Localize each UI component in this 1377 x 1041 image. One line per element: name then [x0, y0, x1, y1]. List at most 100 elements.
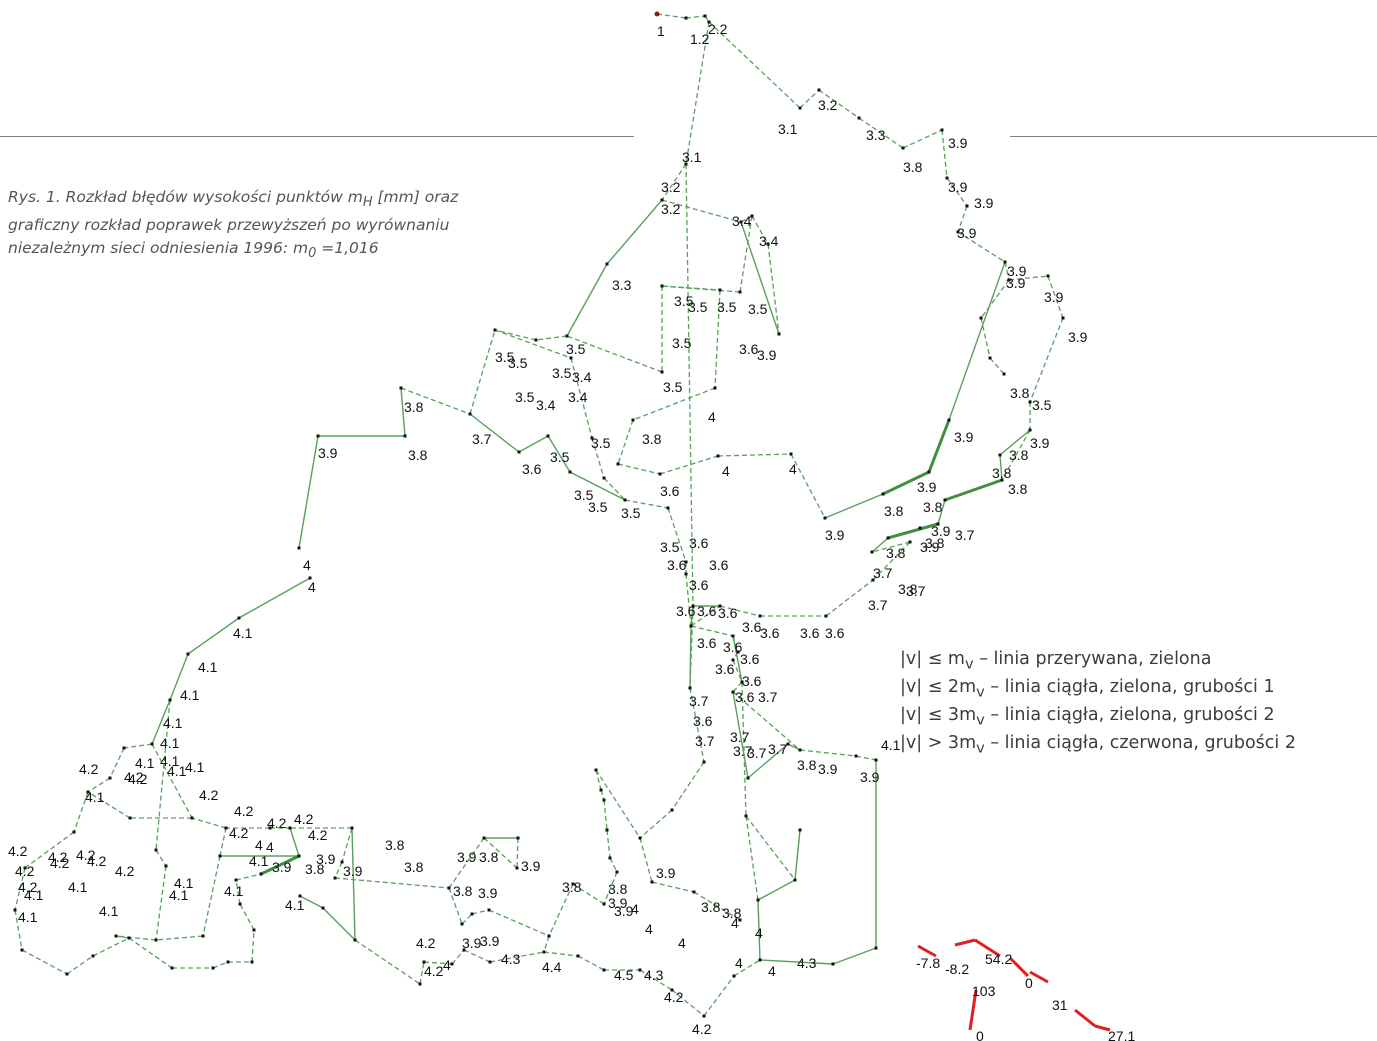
red-exceedance-segment	[954, 938, 976, 947]
solid-green-segment	[322, 907, 356, 941]
node-error-label: 3.6	[760, 625, 780, 641]
node-error-label: 4.1	[169, 887, 189, 903]
benchmark-node	[468, 412, 472, 416]
dashed-green-segment	[639, 809, 673, 839]
dashed-green-segment	[115, 935, 130, 939]
benchmark-node	[857, 116, 861, 120]
node-error-label: 3.4	[732, 213, 752, 229]
node-error-label: 4.1	[249, 853, 269, 869]
dashed-green-segment	[251, 929, 255, 963]
benchmark-node	[571, 882, 575, 886]
node-error-label: 4.1	[174, 875, 194, 891]
benchmark-node	[793, 878, 797, 882]
node-error-label: 3.1	[778, 121, 798, 137]
solid-green-segment	[566, 263, 608, 337]
benchmark-node	[945, 176, 949, 180]
node-error-label: 2.2	[708, 21, 728, 37]
benchmark-node	[546, 434, 550, 438]
benchmark-node	[918, 526, 922, 530]
thick-green-segment	[887, 522, 939, 540]
node-error-label: 4.1	[85, 789, 105, 805]
node-error-label: 4.4	[542, 959, 562, 975]
node-error-label: 3.9	[316, 851, 336, 867]
node-error-label: 4.1	[285, 897, 305, 913]
top-rule-left	[0, 136, 634, 137]
benchmark-node	[744, 814, 748, 818]
benchmark-node	[170, 966, 174, 970]
benchmark-node	[91, 954, 95, 958]
benchmark-node	[565, 334, 569, 338]
benchmark-node	[576, 954, 580, 958]
node-error-label: 4.1	[160, 753, 180, 769]
benchmark-node	[542, 950, 546, 954]
node-error-label: 4.2	[76, 847, 96, 863]
benchmark-node	[1046, 274, 1050, 278]
node-error-label: 3.5	[588, 499, 608, 515]
benchmark-node	[650, 880, 654, 884]
dashed-green-segment	[708, 21, 801, 109]
node-error-label: 4	[722, 463, 730, 479]
node-error-label: 3.9	[614, 903, 634, 919]
node-error-label: 3.7	[906, 583, 926, 599]
benchmark-node	[823, 516, 827, 520]
node-error-label: 3.5	[674, 293, 694, 309]
solid-green-segment	[298, 435, 319, 549]
dashed-green-segment	[591, 437, 605, 479]
benchmark-node	[259, 872, 263, 876]
thick-green-segment	[260, 854, 300, 876]
dashed-green-segment	[659, 455, 719, 475]
dashed-green-segment	[825, 579, 874, 617]
benchmark-node	[268, 826, 272, 830]
dashed-green-segment	[989, 357, 1005, 375]
node-error-label: 3.6	[709, 557, 729, 573]
benchmark-node	[798, 106, 802, 110]
benchmark-node	[638, 968, 642, 972]
node-error-label: 3.8	[925, 535, 945, 551]
dashed-green-segment	[543, 951, 579, 957]
node-error-label: 4.2	[308, 827, 328, 843]
dashed-green-segment	[235, 879, 241, 905]
node-error-label: 4.2	[267, 815, 287, 831]
node-error-label: 3.8	[886, 545, 906, 561]
red-exceedance-segment	[1008, 956, 1030, 978]
node-error-label: 3.6	[697, 603, 717, 619]
dashed-green-segment	[570, 357, 593, 439]
node-error-label: 4.1	[163, 715, 183, 731]
benchmark-node	[516, 836, 520, 840]
dashed-green-segment	[603, 871, 618, 905]
benchmark-node	[226, 960, 230, 964]
benchmark-node	[684, 162, 688, 166]
dashed-green-segment	[661, 199, 742, 223]
node-error-label: 3.5	[574, 487, 594, 503]
node-error-label: 3.5	[566, 341, 586, 357]
benchmark-node	[758, 614, 762, 618]
benchmark-node	[684, 16, 688, 20]
dashed-green-segment	[957, 205, 968, 233]
solid-green-segment	[400, 387, 406, 437]
node-error-label: 3.9	[656, 865, 676, 881]
node-error-label: 3.5	[663, 379, 683, 395]
node-error-label: 1.2	[690, 31, 710, 47]
node-error-label: 3.9	[931, 523, 951, 539]
node-error-label: 4.2	[294, 811, 314, 827]
node-error-label: 3.9	[1030, 435, 1050, 451]
dashed-green-segment	[617, 419, 634, 465]
node-error-label: 3.6	[697, 635, 717, 651]
node-error-label: 3.6	[522, 461, 542, 477]
benchmark-node	[237, 616, 241, 620]
node-error-label: 3.8	[453, 883, 473, 899]
benchmark-node	[460, 922, 464, 926]
node-error-label: 4.2	[692, 1021, 712, 1037]
benchmark-node	[670, 988, 674, 992]
red-exceedance-segment	[1074, 1008, 1096, 1028]
dashed-green-segment	[128, 937, 173, 969]
node-error-label: 3.6	[676, 603, 696, 619]
benchmark-node	[114, 934, 118, 938]
node-error-label: 3.9	[462, 935, 482, 951]
solid-green-segment	[151, 699, 171, 745]
benchmark-node	[777, 332, 781, 336]
benchmark-node	[746, 776, 750, 780]
dashed-green-segment	[661, 285, 741, 293]
benchmark-node	[154, 848, 158, 852]
node-error-label: 4.2	[48, 849, 68, 865]
